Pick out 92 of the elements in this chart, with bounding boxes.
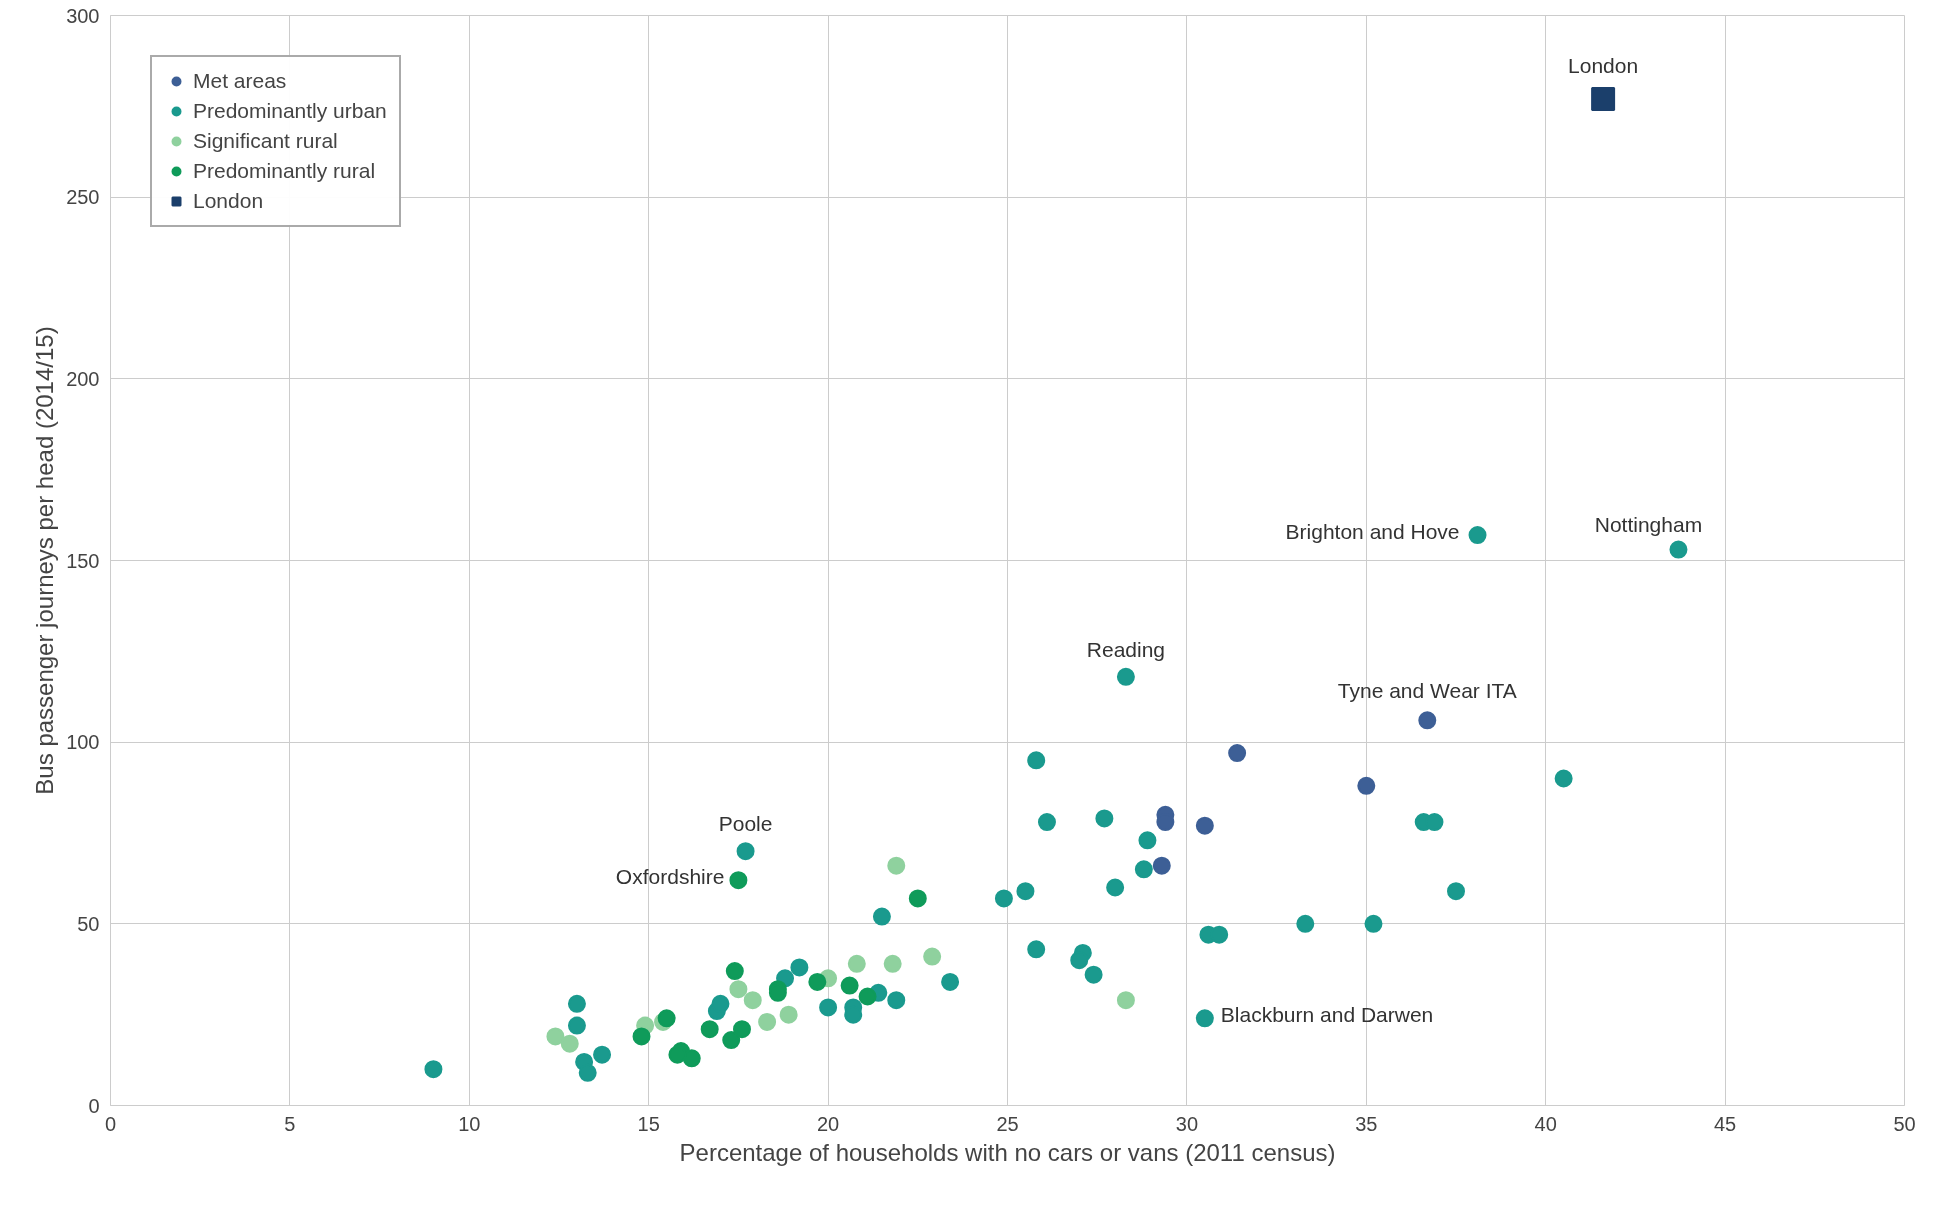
- x-tick-label: 20: [816, 1112, 840, 1135]
- point: [808, 972, 827, 991]
- point: [1016, 882, 1035, 901]
- point: [908, 889, 927, 908]
- point: [1468, 526, 1487, 545]
- point: [593, 1045, 612, 1064]
- annotation: London: [1568, 54, 1639, 78]
- point: [1228, 744, 1247, 763]
- point: [1554, 769, 1573, 788]
- y-tick-label: 100: [66, 731, 100, 754]
- point: [567, 994, 586, 1013]
- point: [872, 907, 891, 926]
- point: [941, 972, 960, 991]
- point: [1027, 940, 1046, 959]
- point: [1116, 991, 1135, 1010]
- point: [560, 1034, 579, 1053]
- point: [847, 954, 866, 973]
- x-tick-label: 25: [996, 1112, 1019, 1135]
- point: [729, 871, 748, 890]
- point: [1669, 540, 1688, 559]
- annotation: Reading: [1086, 637, 1166, 661]
- point: [725, 962, 744, 981]
- point: [790, 958, 809, 977]
- point: [1195, 816, 1214, 835]
- x-tick-label: 10: [458, 1112, 481, 1135]
- point: [1070, 951, 1089, 970]
- point: [883, 954, 902, 973]
- point: [887, 991, 906, 1010]
- x-tick-label: 45: [1713, 1112, 1737, 1135]
- legend-label: Significant rural: [193, 129, 338, 153]
- legend-label: London: [193, 189, 264, 213]
- point: [887, 856, 906, 875]
- point: [819, 998, 838, 1017]
- x-tick-label: 35: [1355, 1112, 1378, 1135]
- point: [578, 1063, 597, 1082]
- point: [1357, 776, 1376, 795]
- point: [1152, 856, 1171, 875]
- point: [858, 987, 877, 1006]
- x-tick-label: 15: [637, 1112, 660, 1135]
- point: [743, 991, 762, 1010]
- point: [567, 1016, 586, 1035]
- x-tick-label: 40: [1534, 1112, 1557, 1135]
- point: [722, 1031, 741, 1050]
- y-tick-label: 300: [66, 4, 100, 27]
- point: [1447, 882, 1465, 901]
- point: [546, 1027, 565, 1046]
- y-tick-label: 200: [66, 367, 100, 390]
- point: [1138, 831, 1157, 850]
- point: [1195, 1009, 1214, 1028]
- x-tick-label: 0: [104, 1112, 117, 1135]
- point: [1106, 878, 1125, 897]
- point: [1027, 751, 1046, 770]
- annotation: Nottingham: [1594, 512, 1703, 536]
- point: [711, 994, 730, 1013]
- point: [1084, 965, 1103, 984]
- point: [700, 1020, 719, 1039]
- y-tick-label: 150: [66, 549, 100, 572]
- annotation: Poole: [718, 812, 773, 836]
- point: [779, 1005, 798, 1024]
- point: [1418, 711, 1437, 730]
- point: [732, 1020, 751, 1039]
- point: [758, 1012, 777, 1031]
- point: [1134, 860, 1153, 879]
- point: [632, 1027, 651, 1046]
- legend-label: Met areas: [193, 69, 287, 93]
- x-tick-label: 30: [1175, 1112, 1199, 1135]
- point: [1591, 87, 1616, 112]
- y-tick-label: 50: [77, 912, 100, 935]
- x-tick-label: 50: [1893, 1112, 1916, 1135]
- y-tick-label: 250: [66, 186, 100, 209]
- point: [1095, 809, 1114, 828]
- x-tick-label: 5: [284, 1112, 296, 1135]
- x-axis-title: Percentage of households with no cars or vans (2011 census): [679, 1138, 1336, 1166]
- annotation: Brighton and Hove: [1285, 520, 1460, 544]
- point: [1116, 667, 1135, 686]
- y-tick-label: 0: [88, 1094, 100, 1117]
- legend-label: Predominantly urban: [193, 99, 387, 123]
- point: [682, 1049, 701, 1068]
- point: [840, 976, 859, 995]
- point: [736, 842, 755, 861]
- annotation: Blackburn and Darwen: [1220, 1003, 1434, 1027]
- point: [1364, 914, 1383, 933]
- point: [923, 947, 942, 966]
- annotation: Tyne and Wear ITA: [1337, 679, 1517, 703]
- point: [424, 1060, 443, 1079]
- point: [729, 980, 748, 999]
- point: [994, 889, 1013, 908]
- point: [1037, 813, 1056, 832]
- y-axis-title: Bus passenger journeys per head (2014/15): [31, 326, 59, 795]
- legend-label: Predominantly rural: [193, 159, 376, 183]
- point: [1296, 914, 1315, 933]
- annotation: Oxfordshire: [615, 865, 725, 889]
